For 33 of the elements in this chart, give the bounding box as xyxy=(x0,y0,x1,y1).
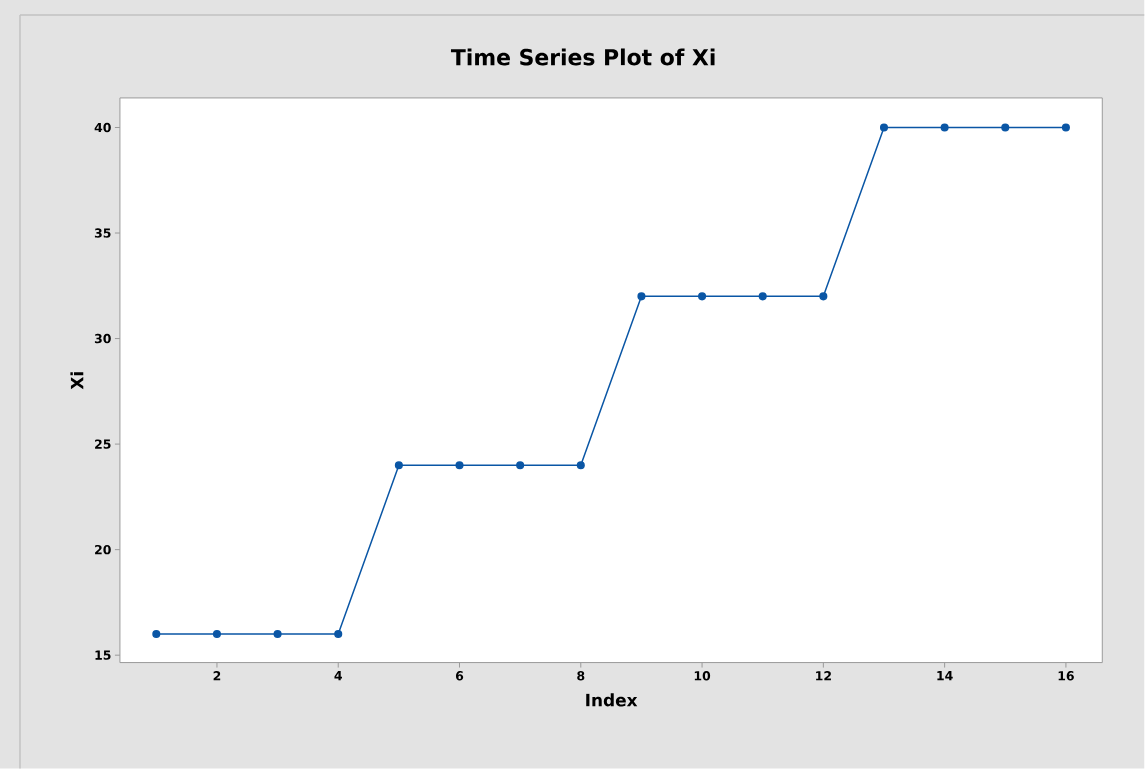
point xyxy=(212,629,221,639)
point xyxy=(698,292,707,301)
x-tick-label: 16 xyxy=(1058,670,1074,681)
point xyxy=(1061,123,1070,132)
point xyxy=(879,123,889,132)
point xyxy=(334,629,343,639)
y-tick-label: 20 xyxy=(95,544,111,555)
y-tick-label: 25 xyxy=(95,439,111,449)
x-tick-label: 4 xyxy=(334,670,342,681)
x-tick-label: 10 xyxy=(694,670,711,681)
y-tick-label: 35 xyxy=(94,228,111,238)
point xyxy=(819,292,828,301)
y-tick-label: 30 xyxy=(94,333,111,344)
point xyxy=(758,292,767,301)
chart-title: Time Series Plot of Xi xyxy=(450,48,715,66)
y-tick-label: 40 xyxy=(94,122,111,133)
x-tick-label: 2 xyxy=(213,670,221,681)
point xyxy=(940,123,949,132)
y-tick-label: 15 xyxy=(95,650,111,660)
point xyxy=(576,461,585,470)
point xyxy=(1001,123,1010,132)
point xyxy=(394,461,403,470)
x-tick-label: 12 xyxy=(816,670,831,681)
point xyxy=(152,629,161,639)
y-axis-title: Xi xyxy=(70,372,84,390)
point xyxy=(273,629,282,639)
x-tick-label: 6 xyxy=(455,670,464,681)
x-axis-title: Index xyxy=(586,693,638,707)
x-tick-label: 8 xyxy=(577,670,585,681)
point xyxy=(637,292,646,301)
x-tick-label: 14 xyxy=(937,670,953,681)
point xyxy=(516,461,525,470)
point xyxy=(455,461,464,470)
